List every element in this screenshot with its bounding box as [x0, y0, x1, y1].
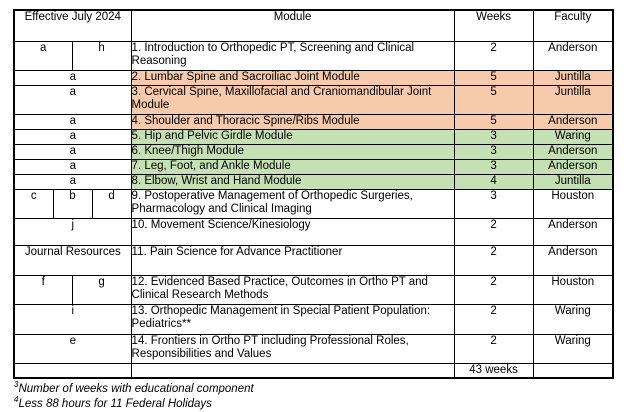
letter-cell: f	[13, 274, 73, 305]
letter-cell: g	[71, 274, 132, 305]
total-weeks-cell: 43 weeks	[453, 362, 534, 378]
faculty-cell: Anderson	[532, 143, 614, 160]
weeks-cell: 4	[453, 173, 534, 190]
table-row: a 6. Knee/Thigh Module 3 Anderson	[13, 143, 614, 160]
faculty-cell: Juntilla	[532, 173, 614, 190]
letter-cell: i	[13, 303, 132, 335]
letter-cell: a	[13, 128, 132, 145]
weeks-cell: 2	[453, 274, 534, 305]
letter-cell: d	[91, 188, 132, 219]
weeks-cell: 3	[453, 128, 534, 145]
header-row: Effective July 2024 Module Weeks Faculty	[13, 9, 614, 42]
module-cell: 7. Leg, Foot, and Ankle Module	[130, 158, 455, 175]
table-row: a 5. Hip and Pelvic Girdle Module 3 Wari…	[13, 128, 614, 145]
module-cell: 12. Evidenced Based Practice, Outcomes i…	[130, 274, 455, 305]
faculty-cell: Houston	[532, 274, 614, 305]
letter-cell: a	[13, 40, 73, 71]
footnote-superscript: 4	[14, 395, 19, 405]
letter-cell: a	[13, 69, 132, 86]
faculty-cell: Juntilla	[532, 69, 614, 86]
column-header-module: Module	[130, 9, 455, 42]
table-row: j 10. Movement Science/Kinesiology 2 And…	[13, 217, 614, 246]
letter-cell: j	[13, 217, 132, 246]
table-row: i 13. Orthopedic Management in Special P…	[13, 303, 614, 335]
faculty-cell: Waring	[532, 128, 614, 145]
module-cell: 6. Knee/Thigh Module	[130, 143, 455, 160]
weeks-cell: 3	[453, 188, 534, 219]
footnote-superscript: 3	[14, 380, 19, 390]
table-row: a 8. Elbow, Wrist and Hand Module 4 Junt…	[13, 173, 614, 190]
module-table: Effective July 2024 Module Weeks Faculty…	[13, 9, 615, 379]
letter-cell: a	[13, 84, 132, 115]
footnotes: 3Number of weeks with educational compon…	[14, 380, 254, 412]
table-row: c b d 9. Postoperative Management of Ort…	[13, 188, 614, 219]
footnote-text: Less 88 hours for 11 Federal Holidays	[18, 398, 212, 410]
letter-cell: a	[13, 143, 132, 160]
faculty-cell: Anderson	[532, 40, 614, 71]
effective-date-label: Effective July 2024	[13, 9, 132, 42]
letter-cell: a	[13, 113, 132, 130]
table-row: f g 12. Evidenced Based Practice, Outcom…	[13, 274, 614, 305]
faculty-cell: Anderson	[532, 113, 614, 130]
letter-cell: b	[52, 188, 93, 219]
table-row: a 7. Leg, Foot, and Ankle Module 3 Ander…	[13, 158, 614, 175]
letter-cell: Journal Resources	[13, 244, 132, 276]
module-cell: 9. Postoperative Management of Orthopedi…	[130, 188, 455, 219]
table-row: e 14. Frontiers in Ortho PT including Pr…	[13, 333, 614, 364]
footnote-federal-holidays: 4Less 88 hours for 11 Federal Holidays	[14, 395, 254, 412]
column-header-weeks: Weeks	[453, 9, 534, 42]
module-cell: 11. Pain Science for Advance Practitione…	[130, 244, 455, 276]
faculty-cell-empty	[532, 362, 614, 378]
faculty-cell: Waring	[532, 333, 614, 364]
footnote-educational-component: 3Number of weeks with educational compon…	[14, 380, 254, 397]
module-cell: 3. Cervical Spine, Maxillofacial and Cra…	[130, 84, 455, 115]
module-cell: 14. Frontiers in Ortho PT including Prof…	[130, 333, 455, 364]
total-row: 43 weeks	[13, 362, 614, 378]
weeks-cell: 2	[453, 40, 534, 71]
letter-cell: h	[71, 40, 132, 71]
letter-cell: a	[13, 158, 132, 175]
table-row: a 3. Cervical Spine, Maxillofacial and C…	[13, 84, 614, 115]
column-header-faculty: Faculty	[532, 9, 614, 42]
weeks-cell: 3	[453, 143, 534, 160]
module-cell: 1. Introduction to Orthopedic PT, Screen…	[130, 40, 455, 71]
faculty-cell: Houston	[532, 188, 614, 219]
table-row: a 2. Lumbar Spine and Sacroiliac Joint M…	[13, 69, 614, 86]
weeks-cell: 2	[453, 333, 534, 364]
table-row: a 4. Shoulder and Thoracic Spine/Ribs Mo…	[13, 113, 614, 130]
module-cell-empty	[130, 362, 455, 378]
letter-cell: c	[13, 188, 54, 219]
table-row: a h 1. Introduction to Orthopedic PT, Sc…	[13, 40, 614, 71]
module-cell: 8. Elbow, Wrist and Hand Module	[130, 173, 455, 190]
letter-cell-empty	[13, 362, 132, 378]
footnote-text: Number of weeks with educational compone…	[18, 383, 254, 395]
module-cell: 5. Hip and Pelvic Girdle Module	[130, 128, 455, 145]
faculty-cell: Anderson	[532, 217, 614, 246]
module-cell: 2. Lumbar Spine and Sacroiliac Joint Mod…	[130, 69, 455, 86]
weeks-cell: 5	[453, 113, 534, 130]
weeks-cell: 2	[453, 244, 534, 276]
weeks-cell: 5	[453, 69, 534, 86]
module-cell: 13. Orthopedic Management in Special Pat…	[130, 303, 455, 335]
letter-cell: a	[13, 173, 132, 190]
module-cell: 10. Movement Science/Kinesiology	[130, 217, 455, 246]
weeks-cell: 5	[453, 84, 534, 115]
letter-cell: e	[13, 333, 132, 364]
faculty-cell: Waring	[532, 303, 614, 335]
module-cell: 4. Shoulder and Thoracic Spine/Ribs Modu…	[130, 113, 455, 130]
faculty-cell: Juntilla	[532, 84, 614, 115]
weeks-cell: 2	[453, 217, 534, 246]
faculty-cell: Anderson	[532, 158, 614, 175]
weeks-cell: 3	[453, 158, 534, 175]
faculty-cell: Anderson	[532, 244, 614, 276]
weeks-cell: 2	[453, 303, 534, 335]
table-row: Journal Resources 11. Pain Science for A…	[13, 244, 614, 276]
